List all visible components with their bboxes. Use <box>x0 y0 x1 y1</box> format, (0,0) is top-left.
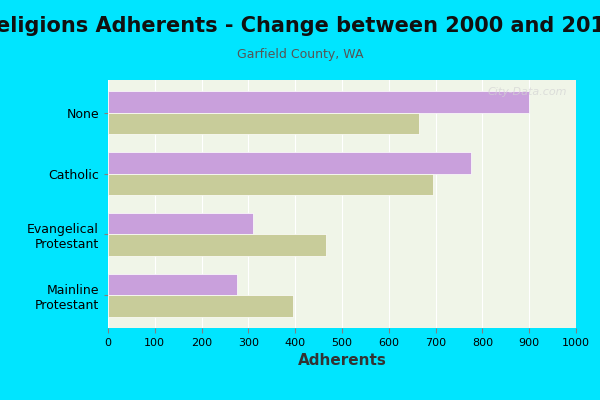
Bar <box>108 112 419 134</box>
Bar <box>108 91 529 112</box>
Bar <box>108 296 293 317</box>
Text: Garfield County, WA: Garfield County, WA <box>237 48 363 61</box>
Text: City-Data.com: City-Data.com <box>487 88 566 98</box>
Text: Religions Adherents - Change between 2000 and 2010: Religions Adherents - Change between 200… <box>0 16 600 36</box>
Bar <box>108 174 433 195</box>
Bar <box>108 152 471 174</box>
Bar <box>108 234 326 256</box>
X-axis label: Adherents: Adherents <box>298 353 386 368</box>
Bar <box>108 213 253 234</box>
Bar <box>108 274 237 296</box>
